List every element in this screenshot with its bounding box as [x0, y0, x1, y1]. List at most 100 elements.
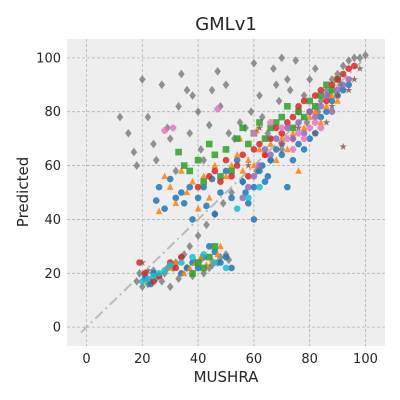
data-point-s0-34: [270, 64, 277, 73]
data-point-s3-3: [194, 156, 202, 164]
data-point-s0-10: [166, 134, 174, 143]
data-point-s0-47: [328, 75, 336, 84]
data-point-s0-68: [186, 242, 194, 251]
data-point-s0-5: [144, 112, 152, 122]
data-point-s2-1: [161, 172, 168, 180]
data-point-s3-32: [194, 259, 202, 266]
data-point-s4-28: [317, 86, 325, 94]
data-point-s2-11: [217, 242, 224, 250]
data-point-s1-20: [233, 156, 241, 164]
data-point-s4-30: [328, 81, 336, 89]
data-point-s1-17: [217, 189, 224, 196]
data-point-s2-16: [245, 156, 252, 163]
data-point-s5-5: [267, 151, 274, 159]
data-point-s1-34: [300, 146, 308, 153]
data-point-s2-32: [334, 97, 341, 104]
data-point-s3-4: [200, 178, 207, 186]
data-point-s0-12: [175, 102, 182, 111]
data-point-s0-7: [152, 155, 160, 165]
data-point-s5-4: [261, 146, 269, 153]
data-point-s8-3: [155, 269, 163, 277]
data-point-s8-6: [178, 259, 185, 266]
data-point-s8-9: [211, 259, 219, 266]
data-point-s0-0: [116, 112, 124, 122]
data-point-s1-25: [256, 167, 263, 175]
data-point-s6-5: [278, 124, 286, 132]
data-point-s0-30: [250, 58, 258, 68]
x-tick-label-5: 100: [353, 352, 378, 367]
data-point-s0-24: [222, 80, 230, 90]
data-point-s2-4: [178, 167, 185, 174]
x-tick-label-1: 20: [134, 352, 151, 367]
data-point-s1-12: [194, 194, 202, 202]
data-point-s2-5: [183, 188, 191, 196]
data-point-s3-7: [217, 173, 224, 180]
data-point-s0-50: [345, 56, 353, 65]
data-point-s2-29: [317, 118, 325, 126]
data-point-s0-31: [256, 91, 263, 100]
data-point-s0-63: [228, 188, 235, 197]
data-point-s3-20: [289, 124, 297, 132]
data-point-s0-1: [125, 128, 132, 138]
data-point-s0-49: [339, 61, 347, 71]
data-point-s5-8: [284, 124, 291, 132]
data-point-s0-67: [194, 231, 202, 240]
data-point-s8-13: [256, 183, 263, 191]
data-point-s0-8: [158, 80, 166, 90]
data-point-s0-51: [351, 53, 358, 63]
data-point-s5-16: [328, 108, 336, 116]
data-point-s1-24: [250, 183, 258, 191]
data-point-s2-17: [250, 161, 258, 169]
y-tick-label-5: 100: [36, 51, 61, 66]
data-point-s6-8: [295, 129, 302, 137]
data-point-s0-3: [133, 161, 141, 170]
x-axis-label: MUSHRA: [194, 368, 260, 386]
data-point-s3-0: [175, 148, 182, 156]
data-point-s3-33: [189, 269, 196, 277]
data-point-s3-25: [317, 92, 325, 99]
data-point-s4-25: [300, 97, 308, 105]
data-point-s3-24: [311, 103, 319, 110]
y-tick-label-2: 40: [44, 213, 61, 228]
data-point-s7-9: [345, 86, 353, 94]
data-point-s0-80: [175, 274, 182, 283]
data-point-s2-20: [267, 140, 274, 147]
data-point-s3-10: [233, 135, 241, 142]
data-point-s0-25: [225, 128, 233, 138]
data-point-s3-26: [323, 81, 330, 89]
data-point-s1-38: [323, 108, 330, 116]
data-point-s1-33: [295, 140, 302, 148]
data-point-s2-31: [328, 91, 336, 99]
data-point-s1-22: [242, 189, 249, 196]
data-point-s7-8: [339, 142, 347, 150]
data-point-s0-19: [200, 155, 207, 165]
data-point-s0-11: [172, 166, 180, 176]
data-point-s0-78: [158, 277, 166, 286]
data-point-s0-40: [292, 56, 300, 65]
data-point-s1-28: [267, 156, 274, 164]
data-point-s1-47: [228, 264, 235, 272]
data-point-s4-5: [172, 264, 180, 272]
chart-title: GMLv1: [195, 14, 257, 35]
data-point-s2-34: [186, 264, 194, 271]
data-point-s0-21: [208, 85, 216, 95]
data-point-s7-1: [266, 134, 275, 142]
data-point-s6-0: [161, 127, 168, 134]
y-tick-labels: 0 20 40 60 80 100: [36, 51, 61, 335]
data-point-s0-43: [306, 75, 313, 84]
data-point-s1-13: [200, 183, 207, 191]
data-point-s5-17: [334, 86, 341, 94]
data-point-s1-16: [211, 210, 219, 218]
data-point-s3-1: [180, 162, 188, 169]
data-point-s0-44: [311, 64, 319, 73]
data-point-s6-7: [289, 146, 297, 153]
data-point-s4-16: [250, 146, 258, 153]
data-point-s0-37: [278, 53, 286, 63]
data-point-s0-33: [264, 128, 272, 138]
data-point-s2-13: [228, 161, 235, 169]
data-point-s8-7: [189, 253, 196, 261]
data-point-s0-59: [278, 145, 286, 154]
data-point-s7-7: [333, 91, 342, 99]
x-tick-label-4: 80: [301, 352, 318, 367]
data-point-s5-2: [250, 173, 258, 180]
